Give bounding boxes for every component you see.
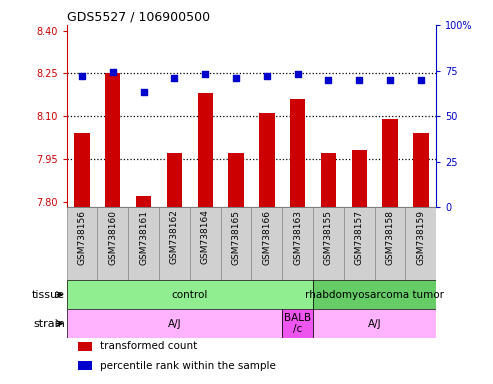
- Text: GSM738162: GSM738162: [170, 210, 179, 265]
- Bar: [67, 280, 313, 309]
- Point: [78, 73, 86, 79]
- Bar: [375, 207, 405, 280]
- Text: GSM738163: GSM738163: [293, 210, 302, 265]
- Bar: [67, 207, 98, 280]
- Bar: [383, 119, 398, 207]
- Bar: [98, 207, 128, 280]
- Bar: [282, 309, 313, 338]
- Bar: [313, 280, 436, 309]
- Bar: [259, 113, 275, 207]
- Point: [294, 71, 302, 77]
- Text: GSM738158: GSM738158: [386, 210, 394, 265]
- Point: [355, 76, 363, 83]
- Bar: [352, 151, 367, 207]
- Bar: [67, 309, 282, 338]
- Bar: [221, 207, 251, 280]
- Text: GSM738159: GSM738159: [417, 210, 425, 265]
- Bar: [413, 133, 428, 207]
- Bar: [136, 196, 151, 207]
- Text: GSM738160: GSM738160: [108, 210, 117, 265]
- Text: GSM738156: GSM738156: [77, 210, 86, 265]
- Text: control: control: [172, 290, 208, 300]
- Point: [201, 71, 209, 77]
- Text: strain: strain: [33, 318, 65, 329]
- Text: GDS5527 / 106900500: GDS5527 / 106900500: [67, 11, 210, 24]
- Bar: [78, 361, 93, 370]
- Bar: [313, 309, 436, 338]
- Text: percentile rank within the sample: percentile rank within the sample: [100, 361, 276, 371]
- Bar: [228, 153, 244, 207]
- Bar: [313, 207, 344, 280]
- Text: GSM738157: GSM738157: [355, 210, 364, 265]
- Point: [171, 75, 178, 81]
- Point: [232, 75, 240, 81]
- Bar: [167, 153, 182, 207]
- Bar: [251, 207, 282, 280]
- Point: [417, 76, 425, 83]
- Bar: [78, 342, 93, 351]
- Text: A/J: A/J: [368, 318, 382, 329]
- Text: GSM738165: GSM738165: [232, 210, 241, 265]
- Text: GSM738166: GSM738166: [262, 210, 271, 265]
- Bar: [190, 207, 221, 280]
- Text: tissue: tissue: [32, 290, 65, 300]
- Bar: [74, 133, 90, 207]
- Text: transformed count: transformed count: [100, 341, 197, 351]
- Bar: [321, 153, 336, 207]
- Text: GSM738161: GSM738161: [139, 210, 148, 265]
- Bar: [198, 93, 213, 207]
- Text: BALB
/c: BALB /c: [284, 313, 311, 334]
- Text: GSM738164: GSM738164: [201, 210, 210, 265]
- Text: A/J: A/J: [168, 318, 181, 329]
- Text: GSM738155: GSM738155: [324, 210, 333, 265]
- Point: [140, 89, 147, 96]
- Point: [109, 70, 117, 76]
- Bar: [128, 207, 159, 280]
- Bar: [290, 99, 305, 207]
- Bar: [405, 207, 436, 280]
- Bar: [344, 207, 375, 280]
- Text: rhabdomyosarcoma tumor: rhabdomyosarcoma tumor: [305, 290, 444, 300]
- Bar: [105, 73, 120, 207]
- Point: [263, 73, 271, 79]
- Point: [386, 76, 394, 83]
- Bar: [282, 207, 313, 280]
- Point: [324, 76, 332, 83]
- Bar: [159, 207, 190, 280]
